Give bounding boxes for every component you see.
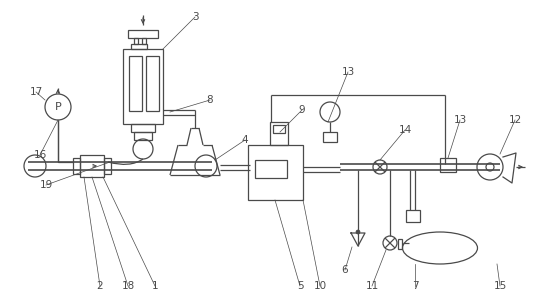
Text: 4: 4	[241, 135, 248, 145]
Bar	[398, 239, 402, 249]
Circle shape	[356, 230, 360, 234]
Bar	[440, 158, 456, 172]
Bar	[134, 132, 152, 140]
Bar	[142, 38, 146, 44]
Text: 19: 19	[40, 180, 53, 190]
Text: 13: 13	[453, 115, 466, 125]
Text: 1: 1	[152, 281, 158, 291]
Text: 18: 18	[122, 281, 135, 291]
Bar	[73, 158, 80, 174]
Text: 17: 17	[29, 87, 43, 97]
Text: 8: 8	[207, 95, 213, 105]
Bar	[270, 122, 288, 145]
Text: 5: 5	[296, 281, 303, 291]
Text: 11: 11	[365, 281, 378, 291]
Text: 13: 13	[342, 67, 355, 77]
Bar	[146, 56, 159, 111]
Bar	[134, 38, 138, 44]
Text: 2: 2	[97, 281, 103, 291]
Bar	[323, 132, 337, 142]
Bar	[123, 49, 163, 124]
Text: P: P	[54, 102, 62, 112]
Bar	[128, 30, 158, 38]
Bar	[273, 125, 285, 133]
Bar	[129, 56, 142, 111]
Text: 3: 3	[192, 12, 199, 22]
Text: 15: 15	[493, 281, 507, 291]
Text: 10: 10	[314, 281, 327, 291]
Text: 9: 9	[299, 105, 305, 115]
Text: 16: 16	[34, 150, 47, 160]
Bar	[131, 44, 147, 49]
Bar	[131, 124, 155, 132]
Bar	[80, 155, 104, 177]
Bar	[255, 160, 287, 178]
Text: 7: 7	[412, 281, 419, 291]
Text: 12: 12	[508, 115, 521, 125]
Text: 6: 6	[342, 265, 348, 275]
Text: 14: 14	[398, 125, 411, 135]
Bar	[406, 210, 420, 222]
Bar	[248, 145, 303, 200]
Bar	[104, 158, 111, 174]
